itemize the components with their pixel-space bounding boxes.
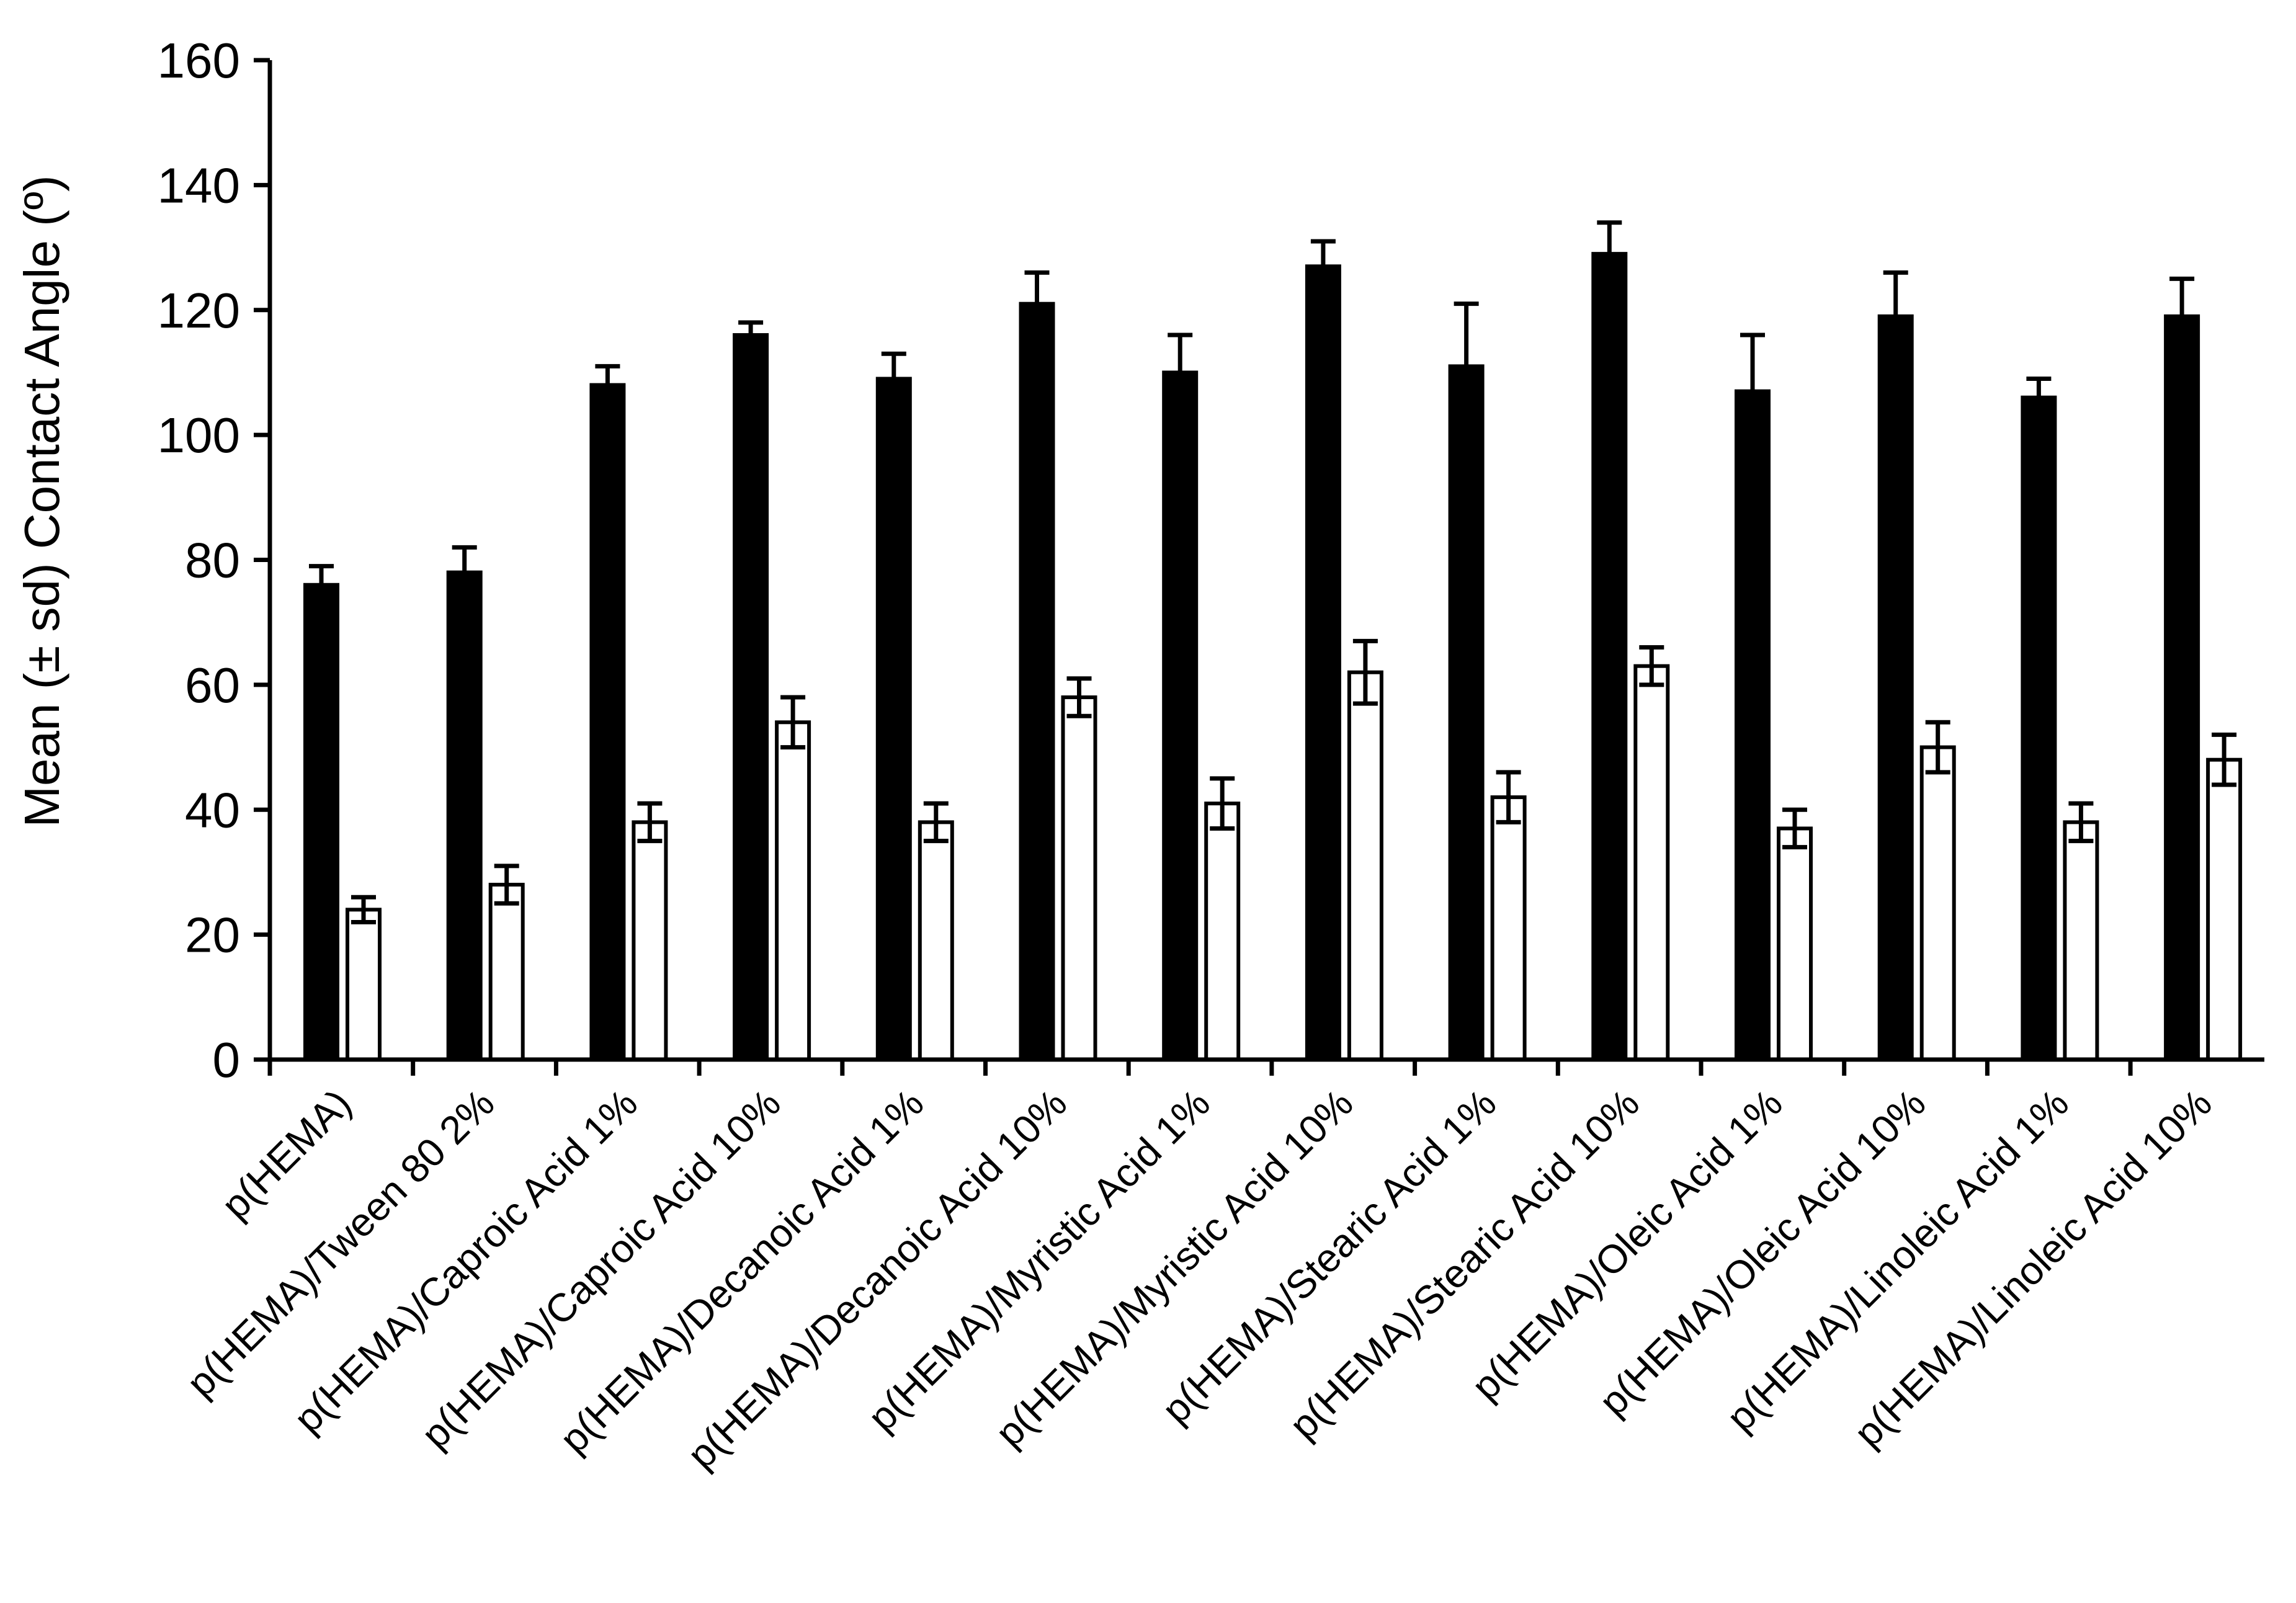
bar-series1-2 [446,570,483,1061]
bars-layer [303,252,2243,1062]
bar-series1-5 [875,377,912,1061]
bar-series2-1 [346,908,382,1061]
error-bars-layer [309,220,2237,924]
y-axis-title-group: Mean (± sd) Contact Angle (º) [14,175,69,827]
bar-series2-8 [1347,670,1383,1062]
bar-series2-9 [1490,795,1527,1062]
bar-series1-8 [1305,264,1341,1061]
bar-series1-4 [733,333,769,1061]
bar-series1-9 [1448,364,1485,1061]
y-tick-label-0: 0 [213,1032,241,1087]
bar-series1-13 [2021,395,2057,1061]
y-tick-label-20: 20 [185,908,240,963]
y-tick-label-40: 40 [185,782,240,837]
bar-series2-5 [918,820,954,1061]
bar-series2-3 [632,820,668,1061]
bar-series2-7 [1204,801,1241,1062]
bar-series1-7 [1162,370,1199,1061]
y-tick-label-160: 160 [158,33,240,88]
bar-series1-12 [1877,314,1914,1062]
bar-series2-10 [1633,664,1670,1061]
bar-series2-13 [2063,820,2099,1061]
bar-series2-4 [775,720,811,1061]
bar-series2-11 [1777,826,1813,1062]
bar-series2-6 [1061,695,1097,1061]
y-tick-label-140: 140 [158,158,240,213]
y-tick-label-100: 100 [158,408,240,463]
bar-series1-3 [589,383,626,1062]
axes-layer [267,60,2264,1076]
bar-series1-11 [1735,389,1771,1061]
y-tick-label-60: 60 [185,658,240,713]
bar-series1-10 [1591,252,1628,1062]
y-ticks-layer: 0 20 40 60 80 100 120 140 160 [158,33,270,1087]
bar-series1-1 [303,583,339,1061]
y-tick-label-120: 120 [158,283,240,338]
bar-series2-12 [1919,745,1956,1061]
bar-series2-14 [2206,757,2243,1061]
bar-series1-6 [1019,301,1055,1061]
y-tick-label-80: 80 [185,533,240,588]
category-label-1: p(HEMA) [213,1081,360,1228]
y-axis-title: Mean (± sd) Contact Angle (º) [14,175,69,827]
x-labels-layer: p(HEMA)p(HEMA)/Tween 80 2%p(HEMA)/Caproi… [178,1081,2220,1477]
bar-series1-14 [2164,314,2200,1062]
bar-series2-2 [488,883,525,1061]
